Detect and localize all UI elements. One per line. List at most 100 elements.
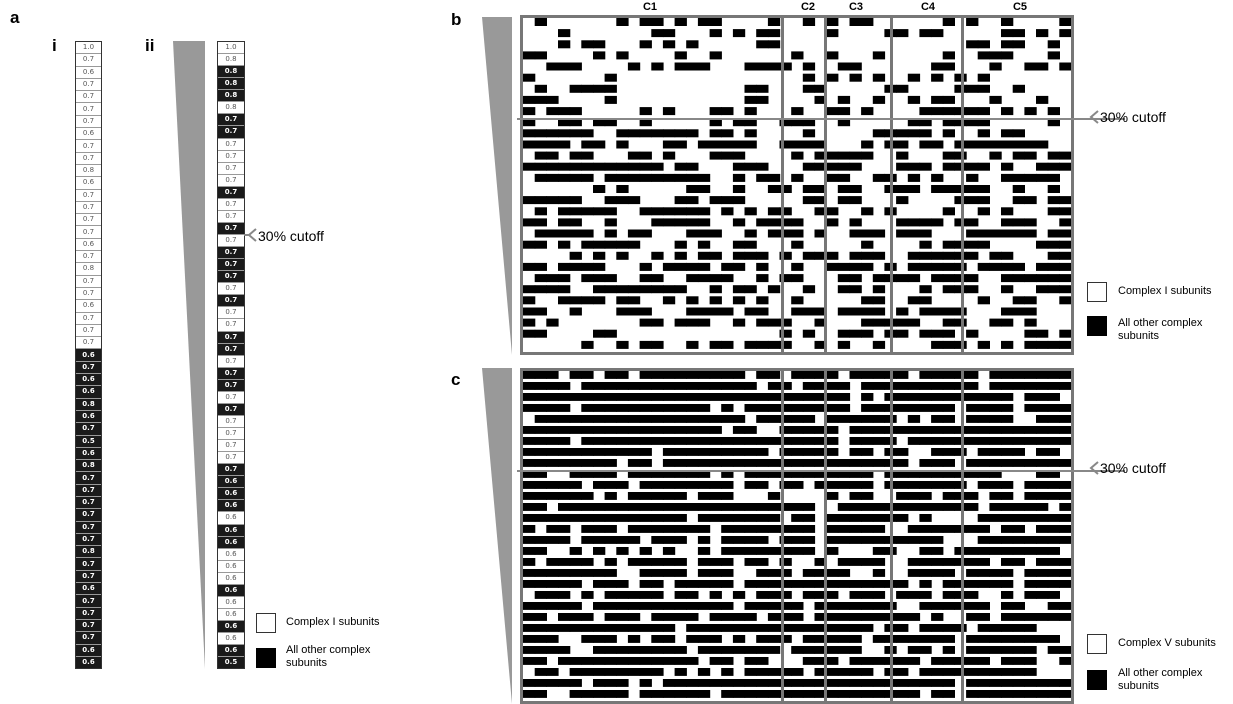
matrix-c-cell (1001, 459, 1014, 467)
matrix-c-cell (767, 525, 781, 533)
matrix-c-cell (534, 459, 547, 467)
matrix-b-cell (907, 251, 921, 260)
matrix-c-cell (861, 668, 874, 676)
matrix-c-cell (791, 459, 804, 467)
matrix-c-cell (919, 393, 932, 401)
matrix-c-cell (639, 492, 652, 500)
matrix-b-cell (662, 285, 676, 294)
matrix-c-cell (616, 393, 629, 401)
matrix-b-cell (721, 140, 734, 149)
matrix-c-cell (686, 371, 699, 379)
matrix-b-cell (558, 229, 571, 238)
matrix-c-cell (1001, 371, 1014, 379)
matrix-c-cell (1047, 646, 1060, 654)
matrix-c-cell (849, 492, 862, 500)
matrix-c-cell (1059, 536, 1071, 544)
matrix-c-cell (697, 503, 711, 511)
matrix-b-cell (779, 229, 792, 238)
matrix-c-cell (627, 514, 641, 522)
matrix-b-cell (1012, 262, 1025, 271)
matrix-b-cell (849, 229, 862, 238)
matrix-c-cell (954, 668, 967, 676)
matrix-c-cell (756, 437, 769, 445)
matrix-c-cell (651, 613, 664, 621)
column-i-cell: 0.7 (76, 288, 101, 301)
matrix-b-cell (709, 229, 722, 238)
matrix-c-cell (861, 580, 874, 588)
matrix-c-cell (1047, 371, 1060, 379)
matrix-c-cell (942, 646, 955, 654)
matrix-b-cell (1024, 107, 1037, 116)
matrix-c-cell (662, 393, 676, 401)
matrix-c-cell (581, 657, 594, 665)
matrix-c-cell (604, 580, 617, 588)
matrix-c-cell (604, 690, 617, 698)
matrix-b-cell (1001, 218, 1014, 227)
matrix-c-cell (639, 591, 652, 599)
matrix-c-cell (1036, 569, 1049, 577)
matrix-b-cell (593, 118, 606, 127)
matrix-c-cell (674, 492, 687, 500)
column-ii-cell: 0.6 (218, 609, 244, 621)
matrix-c-cell (872, 602, 886, 610)
matrix-b-cell (744, 140, 757, 149)
matrix-c-cell (593, 404, 606, 412)
matrix-b-cell (697, 274, 711, 283)
matrix-c-cell (861, 426, 874, 434)
matrix-c-cell (849, 690, 862, 698)
matrix-c-cell (697, 448, 711, 456)
matrix-c-cell (954, 481, 967, 489)
matrix-c-cell (651, 371, 664, 379)
matrix-b-cell (558, 207, 571, 216)
matrix-c-cell (931, 668, 944, 676)
matrix-b-cell (814, 196, 827, 205)
matrix-c-cell (977, 613, 990, 621)
matrix-c-cell (837, 470, 851, 478)
matrix-b-cell (534, 207, 547, 216)
matrix-b-cell (861, 262, 874, 271)
matrix-c-cell (872, 690, 886, 698)
matrix-c-cell (662, 415, 676, 423)
matrix-c-cell (989, 569, 1002, 577)
matrix-c-cell (849, 591, 862, 599)
matrix-b-cell (989, 318, 1002, 327)
matrix-c-cell (919, 569, 932, 577)
matrix-b-cell (744, 162, 757, 171)
matrix-c-cell (581, 591, 594, 599)
matrix-c-cell (686, 448, 699, 456)
matrix-b-cell (744, 84, 757, 93)
matrix-c-cell (674, 525, 687, 533)
matrix-b-cell (1047, 229, 1060, 238)
matrix-c-cell (639, 404, 652, 412)
matrix-b-cell (1012, 196, 1025, 205)
matrix-c-cell (896, 690, 909, 698)
matrix-c-cell (802, 426, 816, 434)
matrix-b-cell (907, 274, 921, 283)
matrix-c-cell (721, 481, 734, 489)
matrix-b-cell (791, 274, 804, 283)
matrix-c-cell (604, 558, 617, 566)
matrix-c-cell (826, 679, 839, 687)
matrix-b-cell (767, 318, 781, 327)
matrix-c-cell (1047, 580, 1060, 588)
matrix-b-cell (627, 229, 641, 238)
matrix-c-cell (627, 624, 641, 632)
column-i-cell: 0.7 (76, 570, 101, 584)
matrix-c-cell (1012, 657, 1025, 665)
matrix-b-cell (919, 285, 932, 294)
matrix-b-cell (872, 274, 886, 283)
matrix-c-cell (1012, 547, 1025, 555)
matrix-c-cell (942, 668, 955, 676)
legend-white-label-b: Complex I subunits (1118, 285, 1212, 297)
column-ii-cell: 0.7 (218, 283, 244, 296)
matrix-c-cell (1001, 437, 1014, 445)
matrix-c-cell (942, 393, 955, 401)
matrix-c-cell (896, 536, 909, 544)
matrix-c-cell (872, 635, 886, 643)
column-i-cell: 0.7 (76, 595, 101, 608)
matrix-c-cell (709, 624, 722, 632)
matrix-b-cell (837, 340, 851, 349)
matrix-c-cell (1024, 591, 1037, 599)
matrix-c-cell (802, 536, 816, 544)
matrix-b-cell (1036, 140, 1049, 149)
